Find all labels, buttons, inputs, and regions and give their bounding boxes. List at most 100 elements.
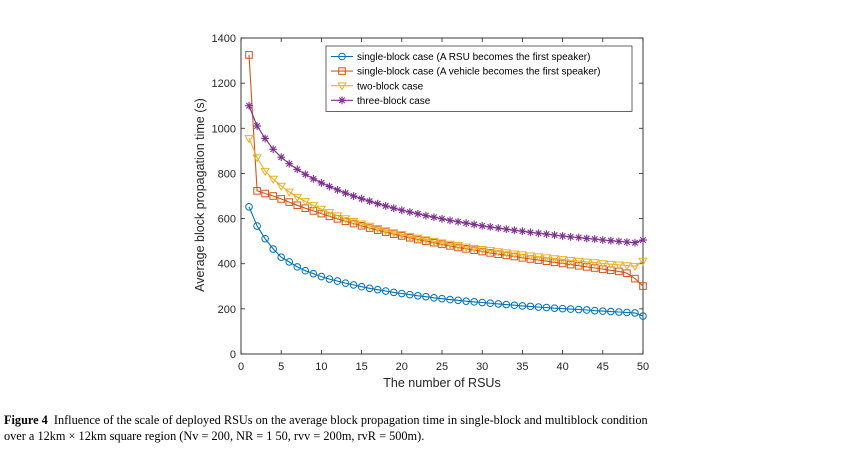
series-3 [244, 135, 648, 272]
data-point [517, 251, 528, 260]
series-2 [245, 51, 647, 290]
data-point [357, 221, 366, 230]
legend-item-3: two-block case [331, 81, 424, 92]
data-point [430, 293, 438, 302]
legend-marker [338, 67, 346, 75]
data-point [285, 258, 294, 266]
marker-stroke [430, 214, 438, 221]
marker-stroke [390, 205, 397, 212]
data-point [316, 205, 327, 214]
data-point [446, 295, 454, 304]
marker-stroke [286, 160, 293, 167]
marker-stroke [446, 217, 454, 224]
x-tick-label: 35 [516, 361, 528, 373]
data-point [606, 260, 616, 270]
data-point [406, 290, 414, 299]
data-point [486, 249, 495, 257]
data-point [261, 234, 269, 243]
data-point [558, 232, 567, 240]
data-point [518, 302, 527, 310]
data-point [269, 145, 278, 154]
data-point [357, 282, 366, 291]
data-point [413, 209, 422, 218]
data-point [422, 211, 430, 220]
data-point [293, 263, 302, 271]
data-point [454, 296, 462, 305]
data-point [357, 194, 366, 203]
data-point [599, 265, 607, 273]
y-tick-label: 400 [218, 259, 236, 271]
data-point [373, 199, 382, 208]
legend-label: two-block case [357, 81, 424, 92]
x-tick-label: 30 [476, 361, 488, 373]
data-point [301, 266, 310, 275]
data-point [558, 259, 567, 268]
data-point [454, 217, 462, 226]
data-point [615, 308, 623, 316]
marker-stroke [326, 183, 333, 190]
data-point [574, 233, 583, 242]
data-point [462, 245, 470, 253]
marker-stroke [406, 208, 413, 216]
data-point [438, 294, 446, 303]
data-point [614, 261, 624, 270]
marker-stroke [623, 238, 631, 246]
data-point [293, 165, 302, 174]
data-point [388, 229, 399, 238]
data-point [301, 170, 310, 179]
data-point [542, 303, 551, 312]
y-tick-label: 0 [230, 349, 236, 361]
data-point [565, 257, 576, 266]
data-point [631, 238, 639, 247]
marker-stroke [639, 236, 647, 244]
series-4 [245, 101, 647, 247]
data-point [461, 243, 471, 252]
marker-stroke [575, 234, 582, 241]
data-point [581, 258, 592, 267]
data-point [317, 272, 326, 281]
x-tick-label: 50 [637, 361, 649, 373]
data-point [398, 289, 406, 298]
data-point [446, 242, 454, 250]
data-point [245, 51, 253, 59]
marker-stroke [342, 189, 349, 197]
y-axis-label: Average block propagation time (s) [193, 98, 207, 292]
data-point [421, 236, 431, 245]
data-point [252, 154, 262, 163]
data-point [502, 251, 511, 260]
data-point [349, 192, 358, 200]
data-point [453, 242, 463, 251]
figure-caption: Figure 4 Influence of the scale of deploy… [4, 412, 864, 444]
data-point [599, 307, 607, 315]
data-point [438, 214, 446, 223]
data-point [285, 159, 294, 168]
line-chart: 0 5 10 15 20 25 30 35 40 45 50 0 200 400 600 800 1000 120… [193, 33, 649, 390]
series-1 [245, 203, 647, 320]
marker-stroke [599, 236, 606, 244]
marker-stroke [479, 222, 486, 229]
y-tick-label: 800 [218, 168, 236, 180]
data-point [365, 197, 374, 206]
data-point [501, 249, 512, 258]
data-point [309, 269, 318, 278]
data-point [389, 288, 398, 297]
data-point [502, 300, 511, 309]
plot-series [244, 51, 648, 320]
data-point [631, 274, 639, 283]
data-point [541, 254, 552, 263]
data-point [534, 229, 543, 238]
data-point [261, 134, 270, 143]
legend-marker [337, 82, 347, 91]
data-point [486, 223, 495, 231]
data-point [381, 202, 390, 210]
marker-stroke [495, 224, 502, 232]
x-tick-label: 5 [278, 361, 284, 373]
data-point [300, 198, 311, 207]
marker-stroke [318, 179, 325, 187]
data-point [429, 237, 439, 247]
data-point [397, 231, 407, 240]
marker-stroke [535, 230, 542, 237]
figure-label: Figure 4 [4, 413, 48, 427]
data-point [598, 236, 607, 244]
x-tick-label: 45 [597, 361, 609, 373]
